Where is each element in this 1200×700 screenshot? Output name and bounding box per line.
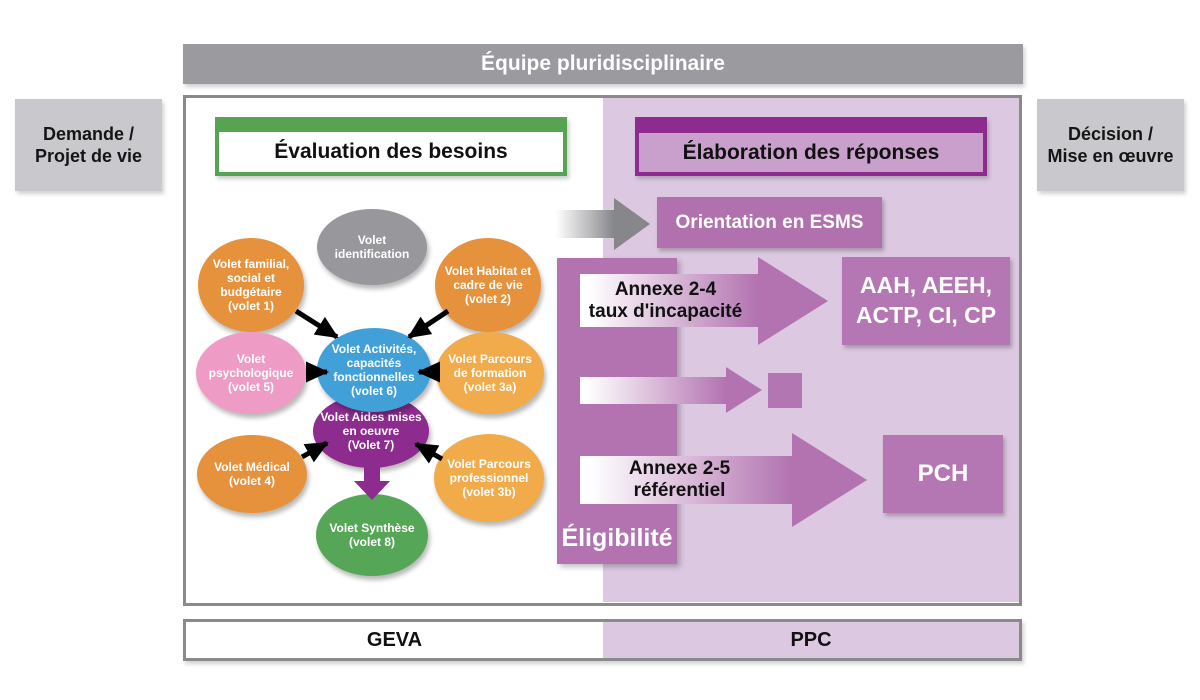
gray-flow-arrow-head: [614, 198, 650, 250]
volet-8-synthese-ellipse: Volet Synthèse (volet 8): [316, 494, 428, 576]
annexe-25-label: Annexe 2-5 référentiel: [628, 458, 731, 501]
volet-5-psychologique-ellipse: Volet psychologique (volet 5): [196, 332, 306, 414]
evaluation-header-title: Évaluation des besoins: [219, 132, 563, 172]
equipe-pluridisciplinaire-banner: Équipe pluridisciplinaire: [183, 44, 1023, 84]
volet-6-activites-ellipse: Volet Activités, capacités fonctionnelle…: [317, 328, 431, 412]
annexe-25-arrow-body: [580, 456, 792, 504]
volet-1-familial-ellipse: Volet familial, social et budgétaire (vo…: [198, 238, 304, 332]
eligibilite-label: Éligibilité: [561, 523, 673, 552]
orientation-esms-box: Orientation en ESMS: [657, 197, 882, 248]
volet-4-medical-ellipse: Volet Médical (volet 4): [197, 435, 307, 513]
annexe-24-label: Annexe 2-4 taux d'incapacité: [588, 278, 743, 322]
gray-flow-arrow-body: [556, 210, 614, 238]
decision-mise-en-oeuvre-box: Décision / Mise en œuvre: [1037, 99, 1184, 191]
ppc-section: PPC: [603, 622, 1019, 658]
middle-arrow-body: [580, 377, 726, 404]
elaboration-header-title: Élaboration des réponses: [639, 133, 983, 172]
annexe-25-arrow-head: [792, 433, 867, 527]
volet-3b-parcours-professionnel-ellipse: Volet Parcours professionnel (volet 3b): [434, 434, 544, 522]
aah-aeeh-actp-ci-cp-box: AAH, AEEH, ACTP, CI, CP: [842, 257, 1010, 345]
volet-identification-ellipse: Volet identification: [317, 209, 427, 285]
volet-3a-parcours-formation-ellipse: Volet Parcours de formation (volet 3a): [436, 332, 544, 414]
pch-box: PCH: [883, 435, 1003, 513]
middle-square: [768, 373, 802, 408]
annexe-24-arrow-body: [580, 274, 758, 327]
volet-2-habitat-ellipse: Volet Habitat et cadre de vie (volet 2): [435, 238, 541, 332]
annexe-24-arrow-head: [758, 257, 828, 345]
middle-arrow-head: [726, 367, 762, 413]
demande-projet-de-vie-box: Demande / Projet de vie: [15, 99, 162, 191]
geva-ppc-footer: GEVA PPC: [183, 619, 1022, 661]
geva-section: GEVA: [186, 622, 603, 658]
